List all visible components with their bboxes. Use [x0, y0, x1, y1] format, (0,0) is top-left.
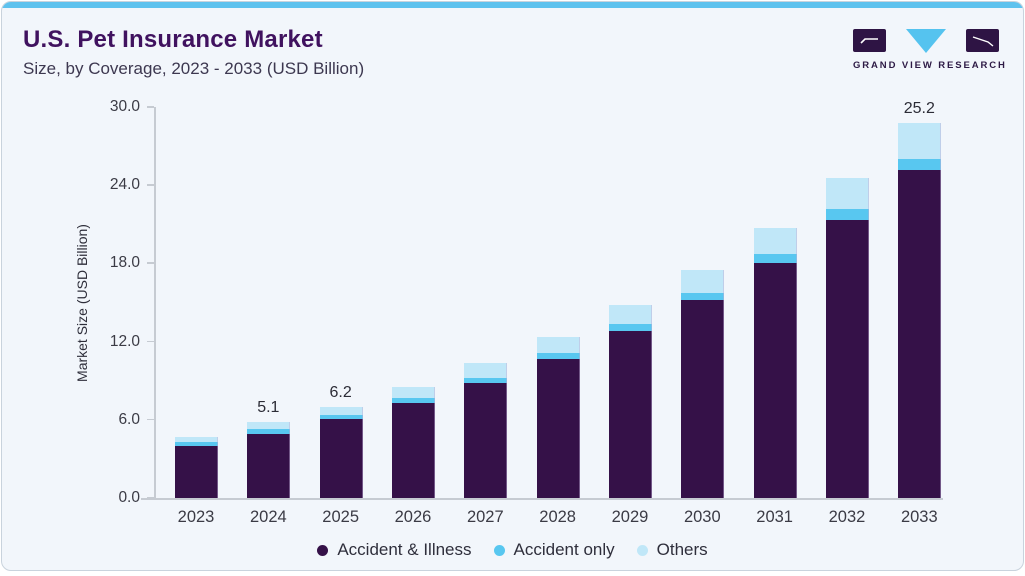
bar-segment-others — [825, 178, 869, 210]
bar-segment-accident-illness — [391, 402, 435, 498]
x-tick-label: 2031 — [756, 508, 793, 526]
bar-segment-accident-only — [464, 378, 508, 383]
bar-segment-others — [898, 123, 942, 160]
bar-segment-others — [681, 269, 725, 293]
bar-value-label: 5.1 — [257, 399, 280, 417]
bar-segment-others — [247, 422, 291, 430]
logo-v-triangle-icon — [906, 29, 946, 53]
logo-g-glyph-icon — [860, 38, 878, 44]
bar-segment-others — [464, 363, 508, 379]
y-tick-label: 6.0 — [118, 410, 140, 428]
bar-segment-others — [319, 407, 363, 415]
bar-segment-accident-illness — [464, 382, 508, 498]
x-tick-label: 2030 — [683, 508, 721, 526]
bar-segment-accident-only — [536, 352, 580, 360]
bar-segment-others — [175, 437, 218, 442]
bar-segment-accident-illness — [608, 330, 652, 498]
y-axis-title: Market Size (USD Billion) — [74, 224, 90, 382]
legend-swatch-icon — [636, 544, 648, 556]
bar-segment-accident-illness — [175, 445, 218, 498]
legend-label: Accident & Illness — [337, 540, 472, 559]
bar-segment-accident-only — [319, 415, 363, 420]
chart-legend: Accident & Illness Accident only Others — [2, 540, 1023, 560]
bar-segment-others — [536, 336, 580, 353]
y-tick-mark — [147, 184, 154, 186]
bar-segment-accident-illness — [898, 169, 942, 498]
legend-label: Accident only — [513, 540, 615, 559]
legend-item: Accident & Illness — [317, 540, 472, 560]
bar-segment-accident-illness — [825, 219, 869, 498]
x-tick-label: 2032 — [828, 508, 866, 526]
y-tick-mark — [147, 106, 154, 108]
x-tick-label: 2027 — [466, 508, 504, 526]
legend-item: Accident only — [493, 540, 615, 560]
y-tick-label: 0.0 — [118, 489, 140, 506]
bar-segment-accident-illness — [319, 419, 363, 498]
bar-segment-accident-only — [753, 254, 797, 264]
bar-segment-others — [753, 227, 797, 255]
bar-segment-accident-only — [247, 429, 291, 434]
y-tick-label: 12.0 — [109, 332, 140, 350]
y-tick-mark — [147, 497, 154, 499]
logo-r-block-icon — [966, 29, 999, 52]
logo-r-glyph-icon — [972, 36, 994, 47]
y-tick-label: 30.0 — [109, 98, 140, 115]
page-title: U.S. Pet Insurance Market — [23, 26, 323, 53]
bar-segment-accident-illness — [681, 299, 725, 498]
bar-segment-others — [391, 387, 435, 399]
y-tick-label: 18.0 — [109, 254, 140, 272]
bar-segment-accident-only — [608, 324, 652, 331]
legend-label: Others — [656, 540, 708, 559]
logo-g-block-icon — [853, 29, 886, 52]
y-axis-line — [154, 107, 156, 500]
accent-top-strip — [2, 2, 1023, 8]
bar-segment-accident-only — [825, 209, 869, 220]
bar-value-label: 25.2 — [903, 100, 935, 118]
x-tick-label: 2024 — [249, 508, 287, 526]
bar-segment-accident-only — [681, 292, 725, 300]
y-tick-mark — [147, 418, 154, 421]
bar-segment-accident-illness — [247, 433, 291, 498]
bar-segment-accident-illness — [536, 359, 580, 498]
legend-item: Others — [636, 540, 708, 560]
x-tick-label: 2023 — [177, 508, 215, 526]
y-tick-mark — [147, 340, 154, 343]
x-tick-label: 2029 — [611, 508, 649, 526]
bar-value-label: 6.2 — [329, 384, 352, 402]
y-tick-mark — [147, 262, 154, 264]
legend-swatch-icon — [317, 544, 329, 556]
bar-segment-accident-illness — [753, 263, 797, 498]
logo-marks — [853, 29, 999, 53]
y-tick-label: 24.0 — [109, 176, 140, 194]
page-subtitle: Size, by Coverage, 2023 - 2033 (USD Bill… — [23, 59, 365, 78]
x-tick-label: 2025 — [322, 508, 360, 526]
x-tick-label: 2028 — [539, 508, 576, 526]
x-tick-label: 2026 — [394, 508, 432, 526]
bar-segment-accident-only — [175, 441, 218, 446]
legend-swatch-icon — [493, 544, 505, 556]
x-tick-label: 2033 — [900, 508, 938, 526]
grand-view-research-logo: GRAND VIEW RESEARCH — [853, 29, 1007, 73]
logo-brand-text: GRAND VIEW RESEARCH — [853, 60, 1007, 71]
bar-segment-accident-only — [898, 159, 942, 170]
x-axis-line — [141, 498, 943, 500]
bar-segment-accident-only — [391, 398, 435, 403]
bar-segment-others — [608, 304, 652, 325]
